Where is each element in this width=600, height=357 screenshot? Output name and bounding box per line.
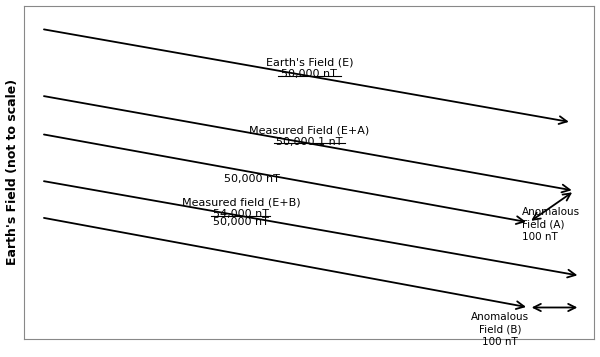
Text: 50,000.1 nT: 50,000.1 nT bbox=[276, 137, 343, 147]
Y-axis label: Earth's Field (not to scale): Earth's Field (not to scale) bbox=[5, 79, 19, 266]
Text: Earth's Field (E): Earth's Field (E) bbox=[266, 57, 353, 67]
Text: Measured Field (E+A): Measured Field (E+A) bbox=[249, 125, 370, 135]
Text: Anomalous
Field (A)
100 nT: Anomalous Field (A) 100 nT bbox=[522, 207, 580, 242]
Text: Measured field (E+B): Measured field (E+B) bbox=[182, 197, 300, 207]
Text: 50,000 nT: 50,000 nT bbox=[281, 69, 337, 79]
Text: 54,000 nT: 54,000 nT bbox=[213, 209, 269, 219]
Text: 50,000 nT: 50,000 nT bbox=[213, 217, 269, 227]
Text: Anomalous
Field (B)
100 nT: Anomalous Field (B) 100 nT bbox=[471, 312, 529, 347]
Text: 50,000 nT: 50,000 nT bbox=[224, 174, 280, 184]
